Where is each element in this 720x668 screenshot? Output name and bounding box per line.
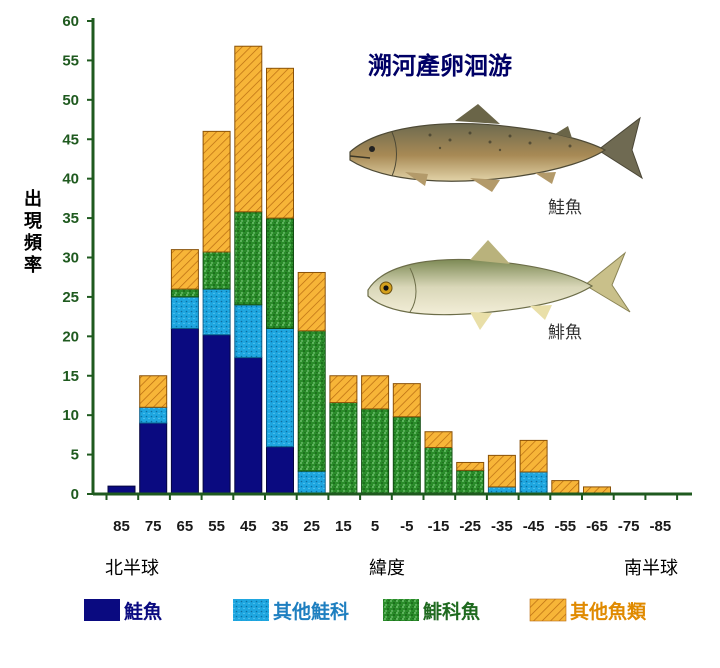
bar-segment xyxy=(519,471,548,495)
y-tick-label: 0 xyxy=(71,486,79,503)
bar-segment xyxy=(297,271,326,332)
x-tick-label: -25 xyxy=(459,518,481,535)
bar-segment xyxy=(297,470,326,495)
x-tick-label: -45 xyxy=(523,518,545,535)
bars xyxy=(107,45,611,495)
bar-segment xyxy=(202,288,231,336)
bar-segment xyxy=(297,330,326,472)
bar-segment xyxy=(456,461,485,471)
y-tick-label: 60 xyxy=(62,13,79,30)
legend-item-clupeids: 鯡科魚 xyxy=(383,599,480,623)
x-tick-label: 55 xyxy=(208,518,225,535)
y-axis-label-char: 率 xyxy=(24,254,42,276)
salmon-illustration xyxy=(349,104,643,192)
legend-swatch-other-salmonids xyxy=(233,599,269,621)
x-tick-label: -55 xyxy=(554,518,576,535)
bar-segment xyxy=(170,288,199,298)
x-tick-label: 25 xyxy=(303,518,320,535)
y-tick-label: 50 xyxy=(62,92,79,109)
y-axis-label: 出現頻率 xyxy=(24,188,42,276)
bar-segment xyxy=(170,296,199,329)
bar-segment xyxy=(456,469,485,495)
bar-segment xyxy=(170,327,199,495)
y-tick-label: 25 xyxy=(62,289,79,306)
bar-segment xyxy=(551,480,580,495)
x-tick-label: -85 xyxy=(650,518,672,535)
bar-segment xyxy=(424,431,453,448)
legend-label-salmon: 鮭魚 xyxy=(123,600,162,623)
bar-segment xyxy=(361,375,390,410)
x-axis-label: 緯度 xyxy=(369,558,405,579)
bar-segment xyxy=(266,67,294,219)
legend-label-other-fish: 其他魚類 xyxy=(570,600,647,623)
y-axis-label-char: 出 xyxy=(24,188,42,210)
legend-swatch-clupeids xyxy=(383,599,419,621)
x-tick-label: 75 xyxy=(145,518,162,535)
y-axis: 0 5 10 15 20 25 30 35 40 45 50 55 60 xyxy=(62,13,95,503)
y-tick-label: 5 xyxy=(71,447,79,464)
x-tick-label: -5 xyxy=(400,518,413,535)
bar-segment xyxy=(202,130,231,253)
bar-segment xyxy=(424,446,453,495)
bar-segment xyxy=(487,454,516,488)
y-tick-label: 10 xyxy=(62,407,79,424)
y-axis-label-char: 頻 xyxy=(24,232,42,254)
y-tick-label: 45 xyxy=(62,131,79,148)
bar-segment xyxy=(266,217,294,329)
bar-segment xyxy=(234,357,263,495)
bar-segment xyxy=(139,375,168,408)
legend-item-other-salmonids: 其他鮭科 xyxy=(233,599,349,623)
bar-segment xyxy=(329,375,358,404)
x-region-left: 北半球 xyxy=(105,558,159,579)
y-tick-label: 30 xyxy=(62,250,79,267)
bar-segment xyxy=(266,446,294,495)
fish1-label: 鮭魚 xyxy=(548,198,582,218)
x-tick-label: 35 xyxy=(272,518,289,535)
bar-segment xyxy=(361,408,390,495)
herring-illustration xyxy=(367,240,631,330)
bar-segment xyxy=(266,327,294,448)
fish2-label: 鯡魚 xyxy=(548,323,582,343)
x-tick-label: -35 xyxy=(491,518,513,535)
x-tick-label: -65 xyxy=(586,518,608,535)
legend-label-other-salmonids: 其他鮭科 xyxy=(273,600,349,623)
bar-segment xyxy=(202,334,231,495)
y-tick-label: 35 xyxy=(62,210,79,227)
bar-segment xyxy=(329,402,358,495)
x-tick-label: 5 xyxy=(371,518,379,535)
bar-segment xyxy=(139,422,168,495)
x-tick-label: -15 xyxy=(428,518,450,535)
x-axis: 85 75 65 55 45 35 25 15 5 -5 -15 -25 -35 -45 -55 -65 -75… xyxy=(93,492,692,535)
x-tick-label: -75 xyxy=(618,518,640,535)
bar-segment xyxy=(519,439,548,473)
y-axis-label-char: 現 xyxy=(24,211,42,232)
y-tick-label: 15 xyxy=(62,368,79,385)
bar-segment xyxy=(234,45,263,213)
y-tick-label: 40 xyxy=(62,171,79,188)
y-tick-label: 20 xyxy=(62,328,79,345)
bar-segment xyxy=(392,416,421,495)
bar-segment xyxy=(170,249,199,290)
bar-segment xyxy=(234,304,263,359)
y-tick-label: 55 xyxy=(62,52,79,69)
bar-segment xyxy=(392,383,421,418)
x-region-right: 南半球 xyxy=(624,558,678,579)
x-tick-label: 65 xyxy=(177,518,194,535)
x-tick-label: 85 xyxy=(113,518,130,535)
legend-swatch-salmon xyxy=(84,599,120,621)
bar-segment xyxy=(202,251,231,290)
legend: 鮭魚 其他鮭科 鯡科魚 其他魚類 xyxy=(84,598,647,623)
legend-swatch-other-fish xyxy=(529,598,567,622)
bar-segment xyxy=(139,406,168,424)
x-tick-label: 15 xyxy=(335,518,352,535)
legend-item-other-fish: 其他魚類 xyxy=(529,598,647,623)
x-tick-label: 45 xyxy=(240,518,257,535)
legend-label-clupeids: 鯡科魚 xyxy=(423,600,480,623)
chart-title: 溯河產卵洄游 xyxy=(368,52,512,80)
legend-item-salmon: 鮭魚 xyxy=(84,599,162,623)
bar-segment xyxy=(234,211,263,306)
